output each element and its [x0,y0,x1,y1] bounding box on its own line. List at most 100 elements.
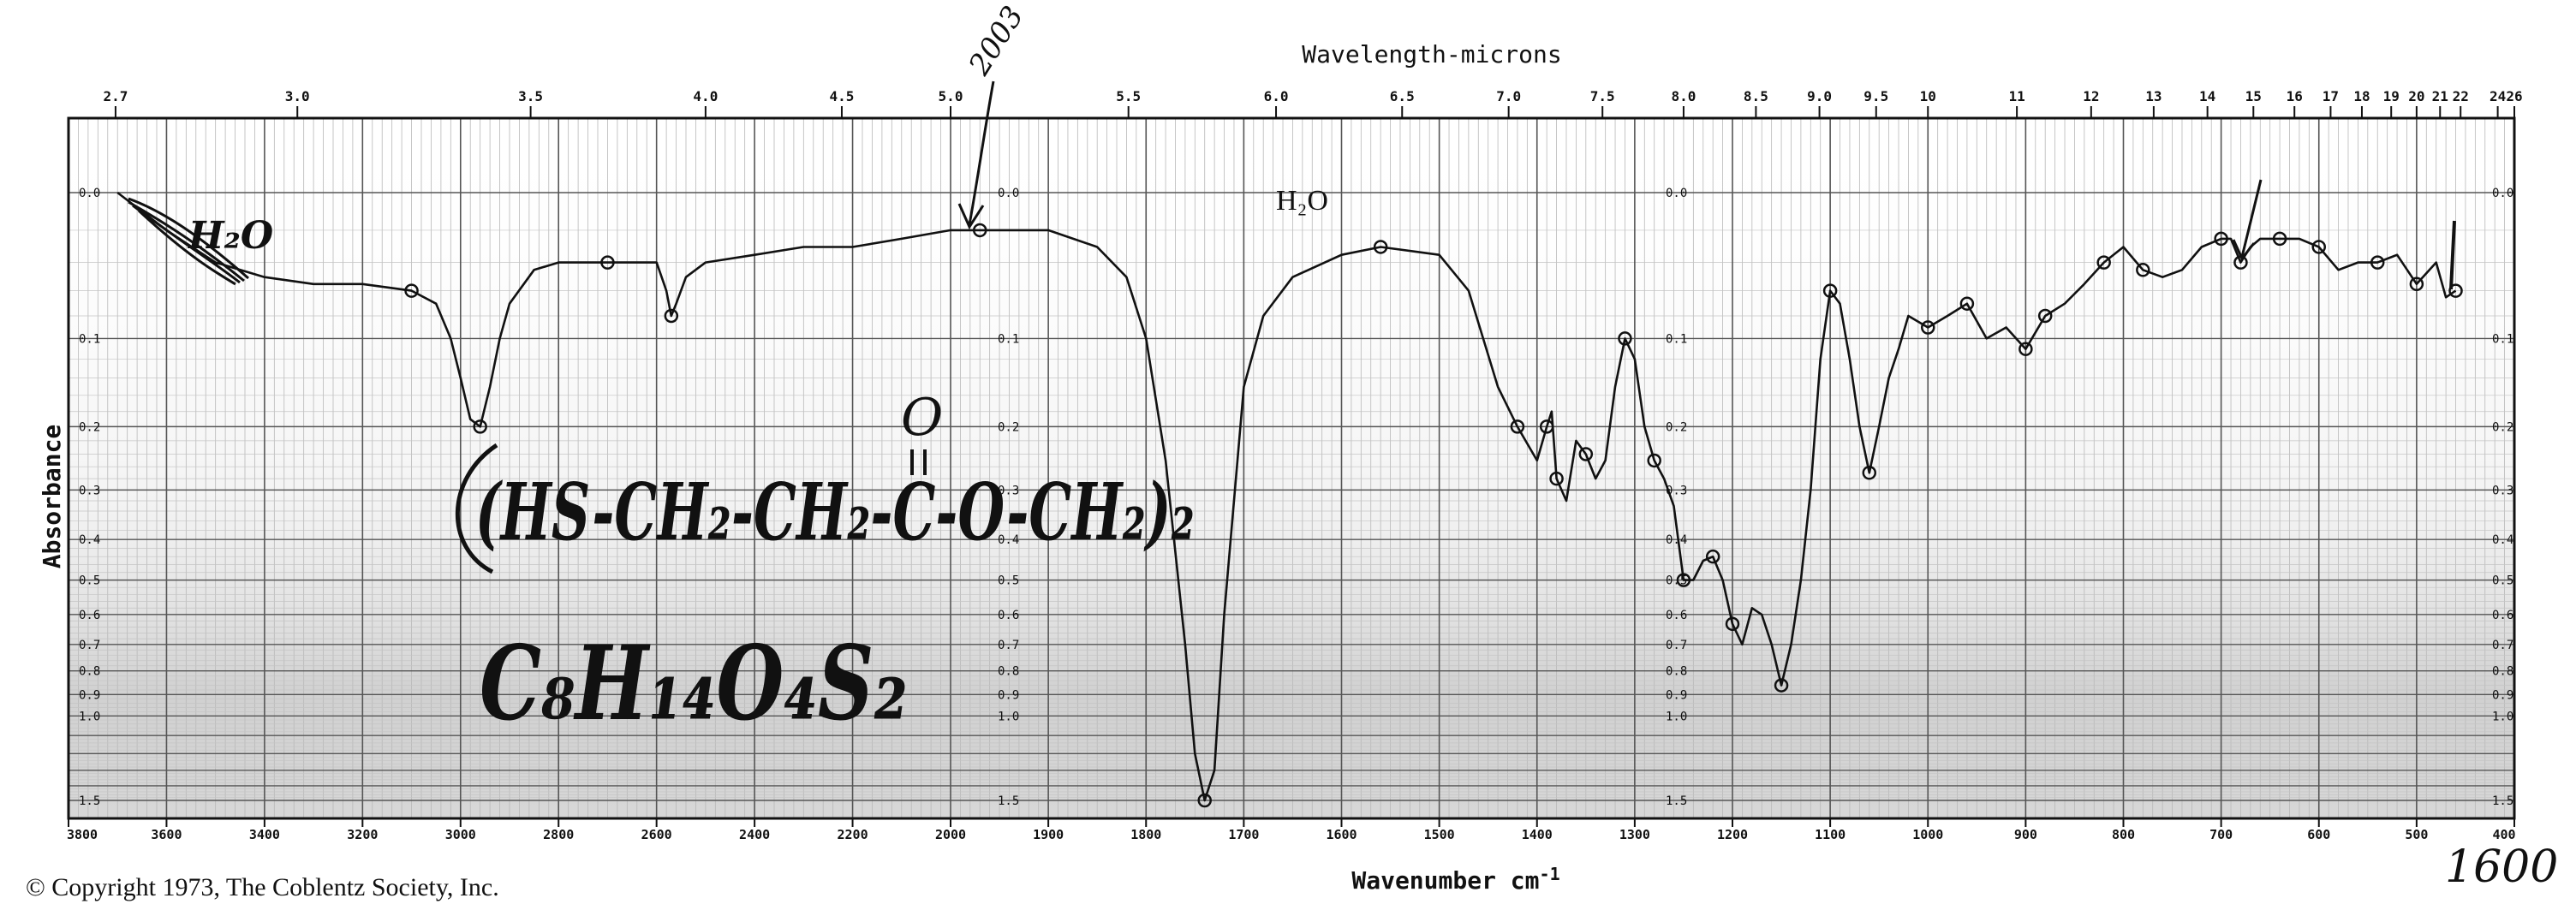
peak-marker [2136,263,2150,277]
y-tick-label: 0.8 [79,665,100,679]
top-tick-label: 3.0 [285,88,310,104]
y-tick-label: 0.2 [1666,420,1687,434]
y-tick-label: 0.7 [998,639,1019,652]
peak-marker [404,283,419,298]
top-tick-label: 20 [2408,88,2424,104]
y-tick-label: 0.3 [1666,484,1687,497]
peak-marker [2018,342,2033,356]
bottom-tick-label: 3400 [249,827,280,842]
bottom-tick-label: 400 [2492,827,2515,842]
y-tick-label: 0.5 [998,574,1019,588]
top-tick-label: 18 [2353,88,2370,104]
top-tick-label: 9.5 [1863,88,1888,104]
handwritten-arrow [957,80,995,230]
water-hatch-mark [128,197,249,286]
y-tick-label: 0.9 [2492,688,2513,702]
grid-minor [69,118,2514,818]
copyright-notice: © Copyright 1973, The Coblentz Society, … [26,873,499,901]
y-tick-label: 0.9 [998,688,1019,702]
y-tick-label: 0.9 [79,688,100,702]
top-tick-label: 2.7 [103,88,128,104]
bottom-tick-label: 1300 [1619,827,1650,842]
bottom-tick-label: 1600 [1326,827,1357,842]
peak-marker [1618,331,1632,346]
top-tick-label: 21 [2432,88,2448,104]
y-tick-label: 0.5 [79,574,100,588]
top-tick-label: 17 [2323,88,2339,104]
bottom-tick-label: 3800 [67,827,98,842]
bottom-tick-label: 1400 [1522,827,1553,842]
peak-marker [2037,308,2053,324]
bottom-tick-label: 1900 [1033,827,1064,842]
y-tick-label: 1.5 [79,794,100,808]
handwritten-open-paren [455,443,498,574]
top-tick-label: 19 [2383,88,2400,104]
peak-marker [664,308,679,324]
peak-marker [2448,283,2463,298]
plot-band-shading [69,118,2514,818]
bottom-tick-label: 700 [2209,827,2233,842]
y-tick-label: 0.6 [1666,609,1687,622]
grid-major [68,118,2515,818]
water-label-printed: H₂O [1276,185,1328,217]
y-tick-label: 1.0 [1666,710,1687,723]
top-tick-label: 4.5 [830,88,855,104]
top-tick-label: 10 [1920,88,1936,104]
top-axis-ticks: 2.7 3.0 3.5 4.0 4.5 5.0 5.5 6.0 6.5 7.0 7.5 8.0 8.5 9… [103,88,2523,118]
y-tick-label: 0.7 [2492,639,2513,652]
top-tick-label: 7.0 [1496,88,1521,104]
bottom-tick-label: 1100 [1815,827,1846,842]
peak-marker [2096,255,2111,270]
y-tick-label: 0.1 [79,332,100,346]
peak-marker [1510,419,1525,434]
handwritten-end-mark [2449,220,2456,290]
y-tick-label: 0.6 [79,609,100,622]
bottom-tick-label: 2600 [641,827,672,842]
bottom-tick-label: 1200 [1717,827,1748,842]
peak-marker [473,419,487,434]
top-tick-label: 11 [2008,88,2024,104]
peak-marker [600,255,615,270]
y-tick-label: 0.5 [1666,574,1687,588]
top-tick-label: 14 [2199,88,2215,104]
peak-marker [1705,549,1720,564]
bottom-axis-ticks: 3800 3600 3400 3200 3000 2800 2600 2400 2200 2000… [67,818,2516,842]
y-tick-label: 0.4 [998,533,1019,547]
peak-marker [1647,453,1661,468]
peak-marker [1197,793,1212,808]
peak-marker [1373,240,1388,254]
top-tick-label: 5.5 [1116,88,1141,104]
top-tick-label: 8.5 [1744,88,1768,104]
handwritten-arrow-right [2232,179,2263,261]
peak-marker [1549,471,1564,486]
peak-marker [1539,419,1554,434]
y-tick-label: 0.0 [998,187,1019,200]
bottom-tick-label: 2200 [837,827,868,842]
y-axis-ticks: 0.0 0.0 0.0 0.0 0.1 0.1 0.1 0.1 0.2 0.2 0.2 0.2 0.3 0… [79,187,2513,808]
y-tick-label: 0.7 [79,639,100,652]
handwritten-top-number: 2003 [962,0,1030,81]
top-tick-label: 6.5 [1390,88,1415,104]
handwritten-structure: (HS-CH₂-CH₂-C-O-CH₂)₂ [475,466,1195,558]
bottom-tick-label: 500 [2405,827,2428,842]
y-tick-label: 0.8 [2492,665,2513,679]
handwritten-corner-number: 1600 [2445,842,2558,893]
top-tick-label: 15 [2245,88,2262,104]
peak-marker [1921,320,1935,335]
peak-marker [1774,678,1789,693]
y-tick-label: 0.0 [1666,187,1687,200]
bottom-tick-label: 1500 [1424,827,1455,842]
bottom-tick-label: 3000 [445,827,476,842]
top-tick-label: 3.5 [518,88,543,104]
y-tick-label: 0.3 [998,484,1019,497]
y-tick-label: 0.2 [998,420,1019,434]
y-tick-label: 1.5 [1666,794,1687,808]
y-axis-title: Absorbance [38,425,66,569]
peak-marker [2370,255,2385,270]
y-tick-label: 0.8 [998,665,1019,679]
y-tick-label: 1.0 [2492,710,2513,723]
peak-marker [2272,231,2287,247]
bottom-tick-label: 900 [2014,827,2037,842]
y-tick-label: 0.1 [998,332,1019,346]
